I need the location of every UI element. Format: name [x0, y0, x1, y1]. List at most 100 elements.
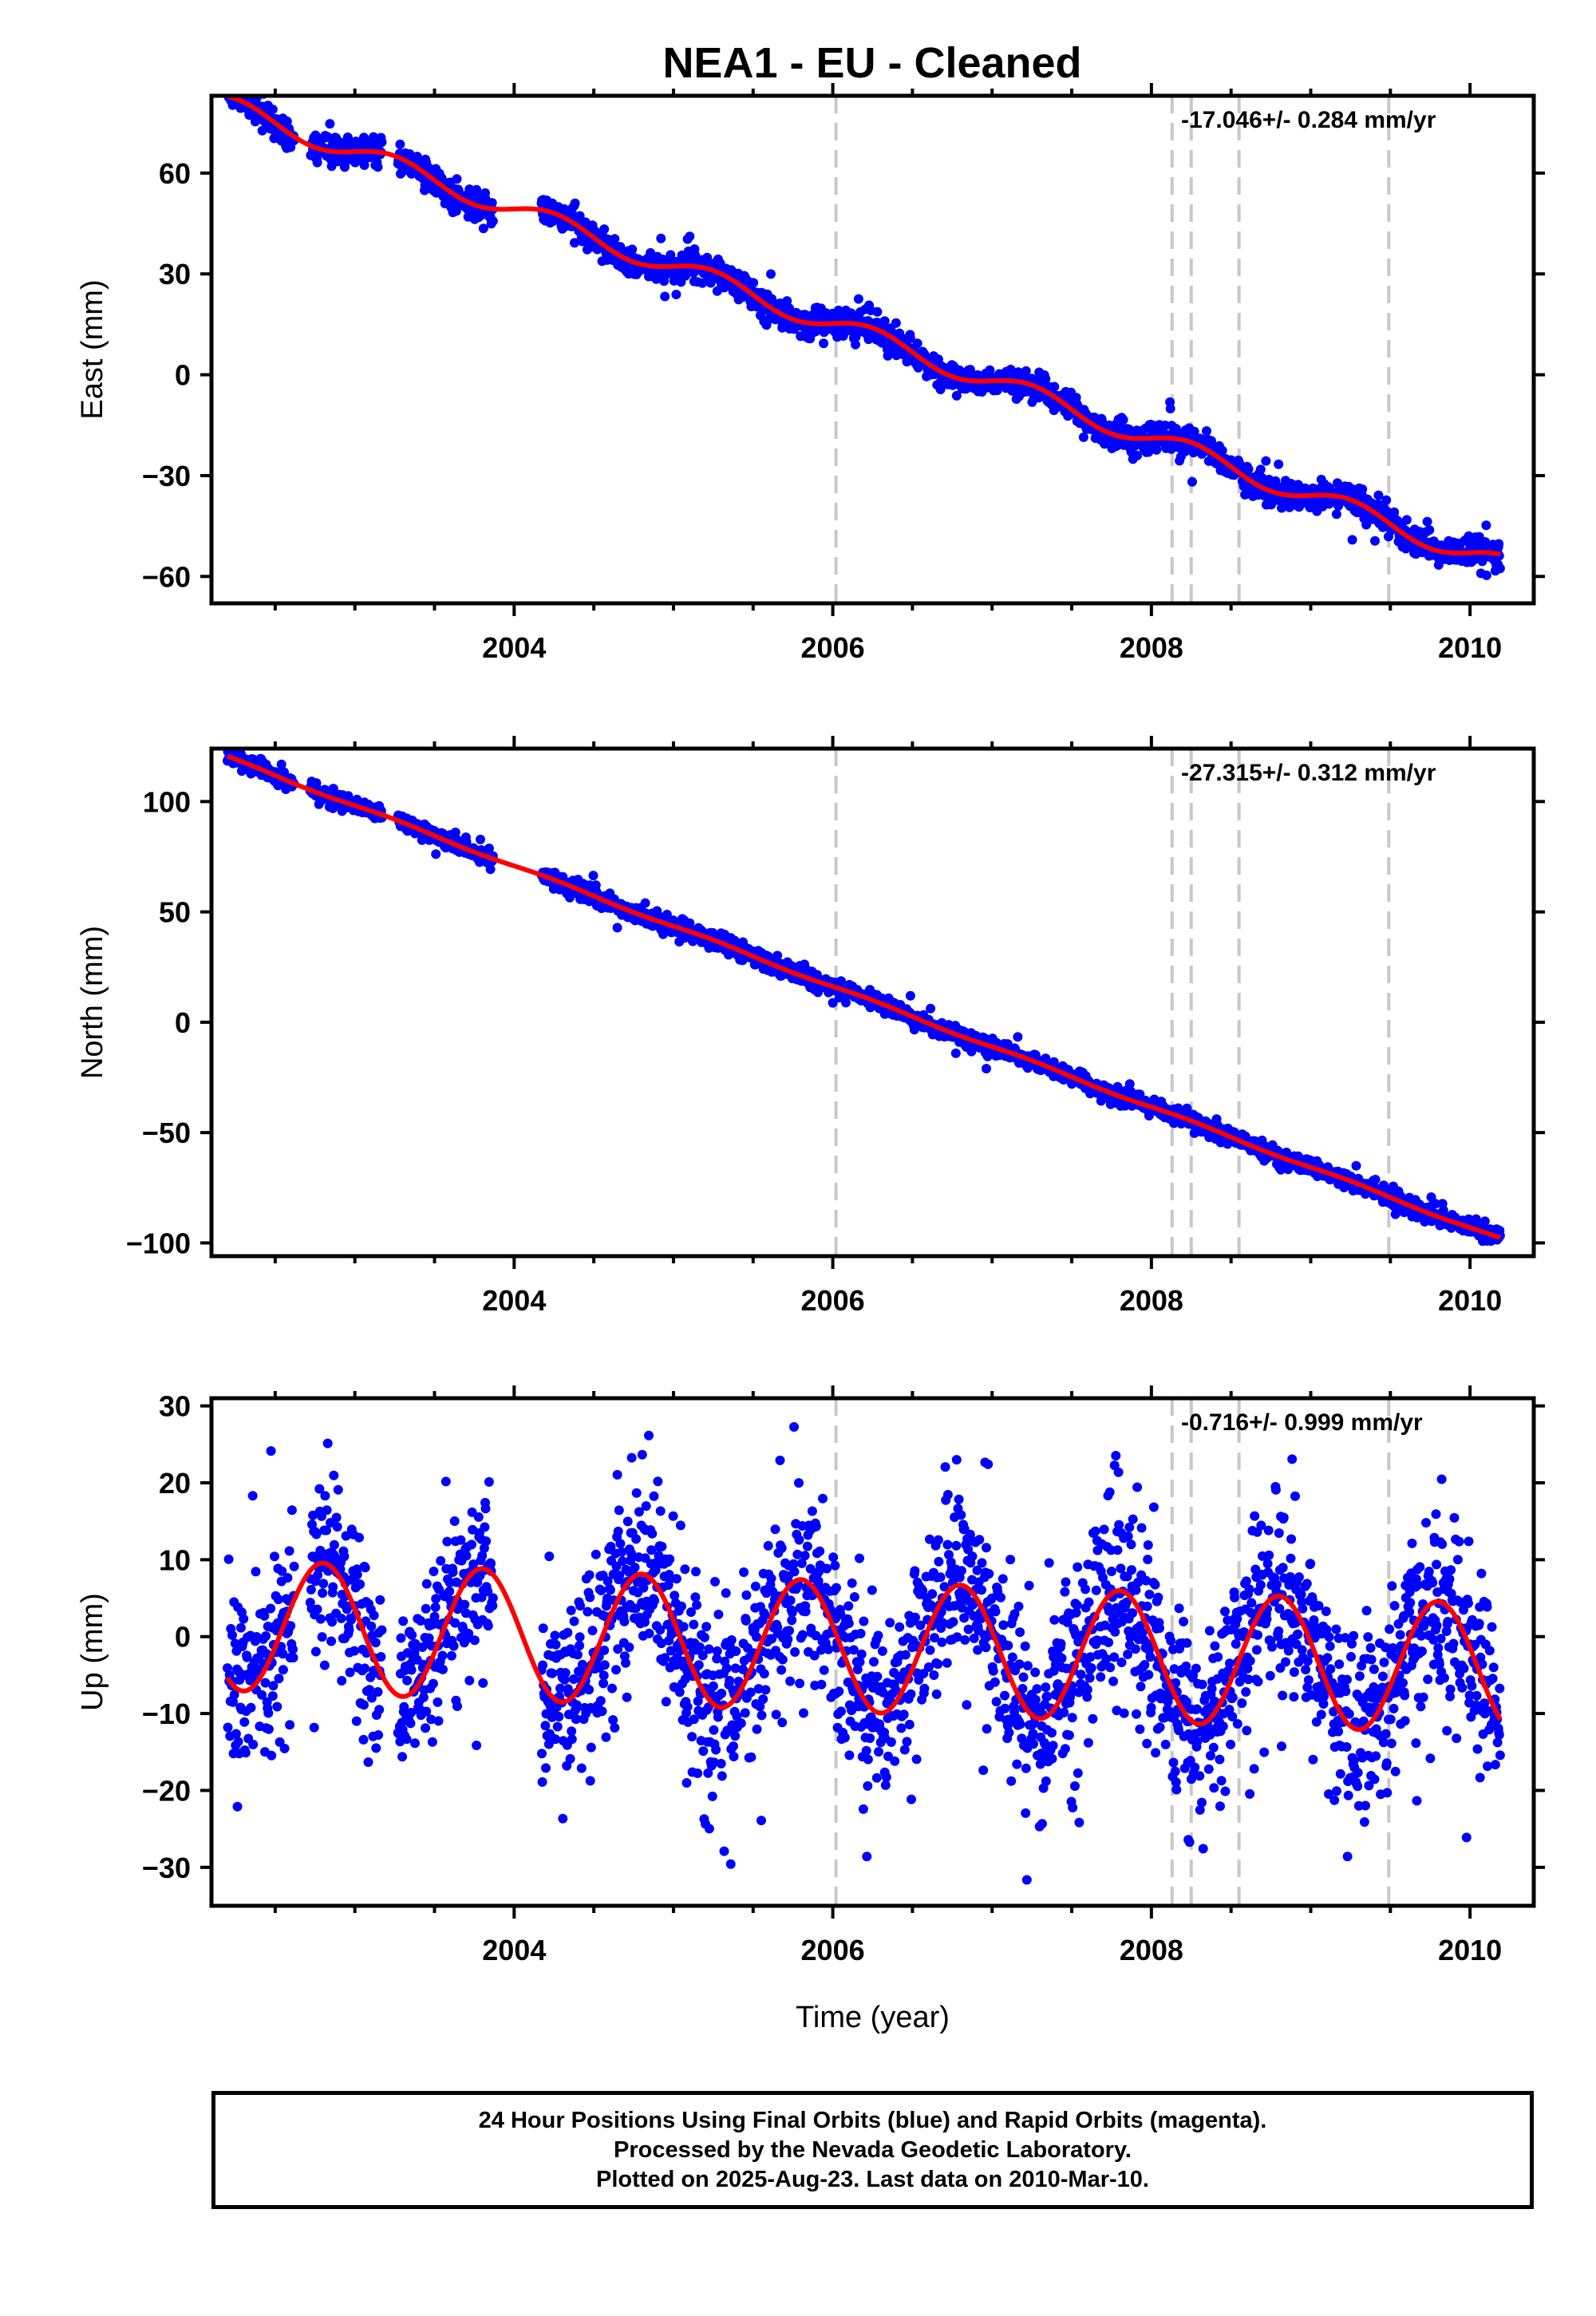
- data-point: [912, 338, 922, 349]
- data-point: [1495, 563, 1505, 574]
- data-point: [1049, 381, 1060, 392]
- data-point: [369, 132, 379, 142]
- y-tick-label: −100: [126, 1227, 191, 1259]
- data-point: [658, 929, 668, 939]
- data-point: [1217, 445, 1227, 456]
- data-point: [1481, 570, 1491, 580]
- data-point: [276, 759, 286, 769]
- data-point: [1261, 456, 1271, 466]
- data-point: [1479, 1216, 1490, 1227]
- data-point: [1347, 535, 1357, 545]
- data-point: [612, 923, 622, 933]
- data-point: [836, 976, 846, 986]
- x-tick-label: 2008: [1120, 1284, 1183, 1317]
- data-point: [235, 1622, 246, 1633]
- data-point: [229, 81, 239, 91]
- y-tick-label: −30: [142, 460, 191, 492]
- data-point: [225, 85, 235, 94]
- chart-title: NEA1 - EU - Cleaned: [662, 39, 1081, 87]
- data-point: [1373, 490, 1384, 500]
- data-point: [1135, 1089, 1145, 1100]
- y-tick-label: 0: [175, 359, 191, 392]
- rate-label: -17.046+/- 0.284 mm/yr: [1181, 107, 1436, 133]
- x-tick-label: 2010: [1438, 631, 1502, 664]
- data-point: [223, 1554, 234, 1564]
- data-point: [1152, 445, 1162, 455]
- data-point: [312, 157, 322, 168]
- data-point: [478, 223, 488, 234]
- data-point: [640, 898, 650, 908]
- data-point: [223, 85, 233, 95]
- data-point: [1187, 476, 1197, 487]
- x-tick-label: 2004: [482, 631, 546, 664]
- data-point: [395, 139, 405, 149]
- data-point: [230, 85, 239, 95]
- data-point: [819, 338, 829, 349]
- data-point: [229, 1690, 239, 1700]
- data-point: [239, 1614, 249, 1624]
- data-point: [227, 1630, 237, 1640]
- data-point: [1422, 516, 1432, 527]
- data-point: [1274, 459, 1284, 469]
- data-point: [1494, 539, 1504, 549]
- data-point: [1401, 515, 1412, 525]
- data-point: [1049, 1057, 1059, 1067]
- data-point: [1165, 404, 1175, 413]
- data-point: [570, 198, 580, 208]
- data-point: [1207, 436, 1216, 446]
- data-point: [671, 290, 681, 299]
- data-point: [1276, 1164, 1286, 1175]
- data-point: [828, 998, 838, 1008]
- model-curve: [227, 753, 1502, 1240]
- data-point: [431, 849, 441, 860]
- rate-label: -27.315+/- 0.312 mm/yr: [1181, 760, 1436, 786]
- data-point: [891, 318, 901, 328]
- x-tick-label: 2008: [1120, 631, 1183, 664]
- data-point: [853, 294, 863, 304]
- data-point: [472, 184, 482, 195]
- data-point: [359, 160, 369, 170]
- x-tick-label: 2006: [801, 631, 865, 664]
- plot-frame: [209, 93, 1536, 606]
- data-point: [228, 1697, 239, 1707]
- data-point: [749, 278, 759, 288]
- y-tick-label: 0: [175, 1006, 191, 1039]
- x-tick-label: 2006: [801, 1284, 865, 1317]
- data-point: [935, 385, 946, 394]
- data-point: [905, 990, 915, 1001]
- data-point: [588, 871, 598, 881]
- y-tick-label: 30: [159, 258, 191, 290]
- data-point: [570, 238, 579, 248]
- data-point: [599, 224, 610, 235]
- data-point: [1118, 415, 1128, 425]
- data-point: [223, 70, 233, 80]
- data-point: [485, 864, 496, 875]
- data-point: [951, 390, 962, 401]
- data-point: [1370, 1175, 1381, 1184]
- y-axis-label: North (mm): [76, 926, 109, 1079]
- data-point: [772, 951, 783, 961]
- data-point: [1078, 432, 1088, 442]
- data-point: [224, 85, 234, 95]
- data-point: [239, 1717, 250, 1727]
- y-tick-label: −60: [142, 560, 191, 593]
- data-point: [1433, 559, 1444, 570]
- model-curve: [227, 96, 1501, 557]
- data-point: [326, 161, 337, 172]
- data-point: [373, 162, 383, 172]
- data-point: [685, 918, 695, 928]
- data-point: [627, 244, 638, 255]
- data-point: [1331, 509, 1341, 520]
- data-point: [476, 834, 485, 844]
- x-tick-label: 2010: [1438, 1284, 1502, 1317]
- data-point: [1243, 464, 1254, 474]
- data-point: [1357, 484, 1368, 494]
- data-point: [982, 1064, 991, 1073]
- data-point: [231, 1729, 241, 1739]
- data-point: [257, 125, 267, 136]
- data-point: [950, 1048, 961, 1058]
- data-point: [1132, 450, 1143, 460]
- data-point: [838, 331, 848, 341]
